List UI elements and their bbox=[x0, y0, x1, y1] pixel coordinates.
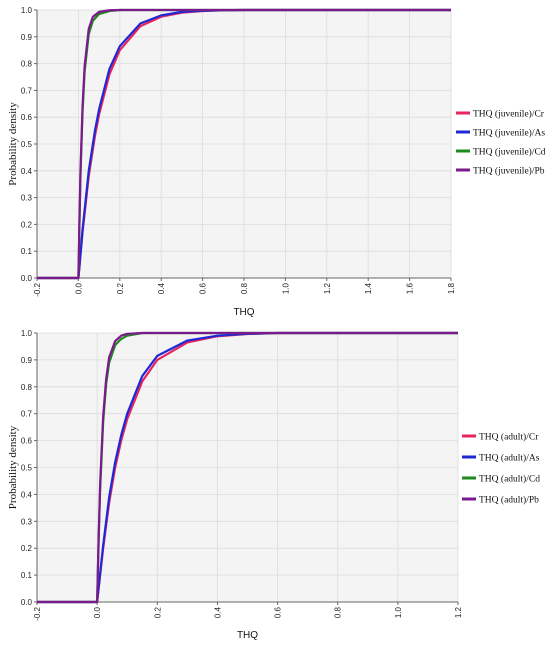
y-axis-label: Probability density bbox=[7, 425, 19, 509]
y-tick-label-4: 0.4 bbox=[21, 167, 33, 176]
series-line-2 bbox=[37, 331, 458, 604]
y-tick-label-4: 0.4 bbox=[21, 490, 33, 499]
x-tick-label-7: 1.2 bbox=[323, 282, 332, 294]
chart-2: 0.00.10.20.30.40.50.60.70.80.91.0-0.2 0.0… bbox=[7, 329, 540, 641]
y-tick-label-8: 0.8 bbox=[21, 60, 33, 69]
y-tick-label-3: 0.3 bbox=[21, 194, 33, 203]
x-tick-label-1: 0.0 bbox=[74, 282, 83, 294]
x-tick-label-9: 1.6 bbox=[406, 282, 415, 294]
x-tick-label-5: 0.8 bbox=[334, 606, 343, 618]
legend: THQ (adult)/Cr THQ (adult)/As THQ (adult)/… bbox=[462, 432, 540, 506]
legend-label-4: THQ (juvenile)/Pb bbox=[473, 166, 545, 177]
x-tick-label-0: -0.2 bbox=[33, 606, 42, 620]
x-tick-label-3: 0.4 bbox=[157, 282, 166, 294]
legend: THQ (juvenile)/Cr THQ (juvenile)/As THQ (j… bbox=[456, 109, 546, 177]
y-tick-label-10: 1.0 bbox=[21, 329, 33, 338]
x-tick-label-0: -0.2 bbox=[33, 282, 42, 296]
legend-label-2: THQ (adult)/As bbox=[479, 453, 540, 464]
x-tick-label-8: 1.4 bbox=[364, 282, 373, 294]
y-tick-label-8: 0.8 bbox=[21, 383, 33, 392]
y-tick-label-6: 0.6 bbox=[21, 437, 33, 446]
legend-label-3: THQ (adult)/Cd bbox=[479, 474, 540, 485]
x-tick-label-5: 0.8 bbox=[240, 282, 249, 294]
series-line-4 bbox=[37, 331, 458, 604]
x-axis-label: THQ bbox=[233, 307, 254, 318]
y-tick-label-9: 0.9 bbox=[21, 356, 33, 365]
x-tick-label-3: 0.4 bbox=[213, 606, 222, 618]
x-axis-label: THQ bbox=[237, 630, 258, 641]
y-tick-label-6: 0.6 bbox=[21, 113, 33, 122]
x-tick-label-2: 0.2 bbox=[153, 606, 162, 618]
x-tick-label-1: 0.0 bbox=[93, 606, 102, 618]
series-line-4 bbox=[37, 8, 451, 280]
x-tick-label-4: 0.6 bbox=[199, 282, 208, 294]
y-tick-label-5: 0.5 bbox=[21, 140, 33, 149]
x-tick-label-6: 1.0 bbox=[281, 282, 290, 294]
y-tick-label-0: 0.0 bbox=[21, 274, 33, 283]
y-axis-label: Probability density bbox=[7, 102, 19, 186]
y-tick-label-5: 0.5 bbox=[21, 464, 33, 473]
x-tick-label-4: 0.6 bbox=[274, 606, 283, 618]
y-tick-label-2: 0.2 bbox=[21, 220, 33, 229]
y-tick-label-7: 0.7 bbox=[21, 86, 33, 95]
x-tick-label-2: 0.2 bbox=[116, 282, 125, 294]
y-tick-label-9: 0.9 bbox=[21, 33, 33, 42]
y-tick-label-7: 0.7 bbox=[21, 410, 33, 419]
y-tick-label-1: 0.1 bbox=[21, 247, 33, 256]
y-tick-label-10: 1.0 bbox=[21, 6, 33, 15]
legend-label-2: THQ (juvenile)/As bbox=[473, 128, 545, 139]
y-tick-label-1: 0.1 bbox=[21, 571, 33, 580]
legend-label-1: THQ (adult)/Cr bbox=[479, 432, 539, 443]
x-tick-label-6: 1.0 bbox=[394, 606, 403, 618]
legend-label-1: THQ (juvenile)/Cr bbox=[473, 109, 545, 120]
legend-label-4: THQ (adult)/Pb bbox=[479, 495, 539, 506]
y-tick-label-0: 0.0 bbox=[21, 598, 33, 607]
x-tick-label-10: 1.8 bbox=[447, 282, 456, 294]
y-tick-label-3: 0.3 bbox=[21, 517, 33, 526]
y-tick-label-2: 0.2 bbox=[21, 544, 33, 553]
legend-label-3: THQ (juvenile)/Cd bbox=[473, 147, 546, 158]
x-tick-label-7: 1.2 bbox=[454, 606, 463, 618]
chart-1: 0.00.10.20.30.40.50.60.70.80.91.0-0.2 0.0… bbox=[7, 6, 546, 318]
